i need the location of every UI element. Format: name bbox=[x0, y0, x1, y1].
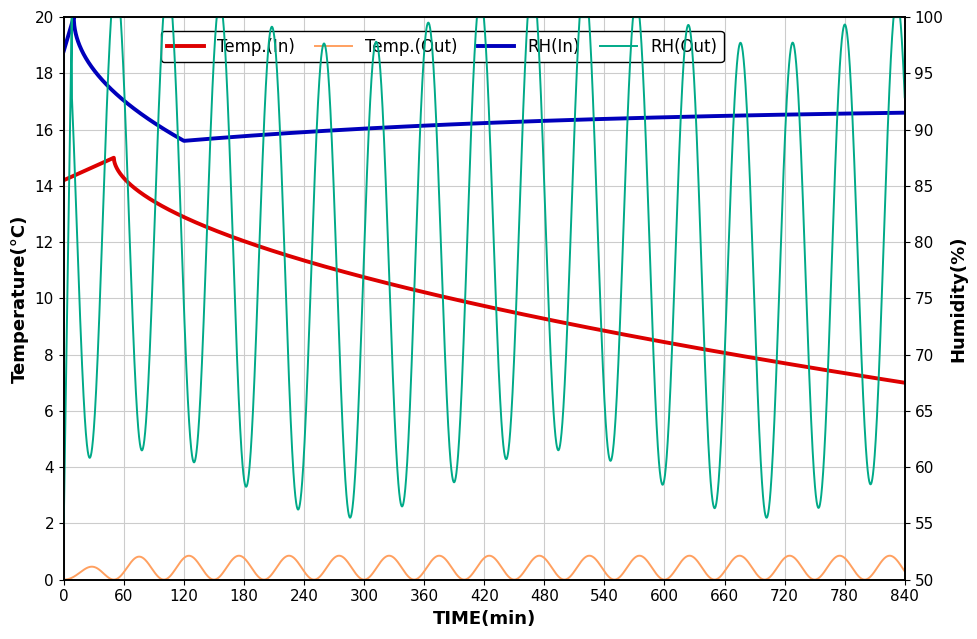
Temp.(Out) bbox=[411, 575, 423, 583]
Temp.(Out) bbox=[898, 567, 910, 575]
RH(Out) bbox=[668, 268, 680, 275]
Temp.(In) bbox=[411, 287, 423, 295]
Temp.(Out) bbox=[872, 561, 884, 569]
Line: Temp.(Out): Temp.(Out) bbox=[64, 556, 904, 580]
RH(In) bbox=[418, 122, 430, 130]
RH(In) bbox=[872, 109, 884, 117]
Y-axis label: Humidity(%): Humidity(%) bbox=[948, 235, 966, 362]
Temp.(In) bbox=[107, 154, 119, 162]
RH(In) bbox=[668, 113, 680, 121]
Temp.(In) bbox=[418, 288, 430, 296]
Legend: Temp.(In), Temp.(Out), RH(In), RH(Out): Temp.(In), Temp.(Out), RH(In), RH(Out) bbox=[160, 31, 723, 63]
RH(Out) bbox=[58, 520, 69, 527]
Line: RH(In): RH(In) bbox=[64, 17, 904, 141]
RH(Out) bbox=[106, 13, 117, 21]
RH(In) bbox=[67, 13, 79, 21]
RH(Out) bbox=[457, 339, 469, 347]
Temp.(In) bbox=[668, 340, 680, 348]
Temp.(In) bbox=[872, 375, 884, 383]
RH(Out) bbox=[418, 50, 430, 58]
Temp.(Out) bbox=[457, 576, 469, 583]
RH(In) bbox=[830, 110, 842, 118]
RH(Out) bbox=[830, 113, 842, 121]
Temp.(Out) bbox=[830, 553, 842, 560]
Temp.(In) bbox=[457, 298, 469, 305]
Temp.(Out) bbox=[668, 567, 680, 574]
RH(In) bbox=[898, 109, 910, 116]
RH(Out) bbox=[898, 93, 910, 101]
Temp.(Out) bbox=[58, 576, 69, 583]
Temp.(Out) bbox=[282, 552, 294, 560]
Line: Temp.(In): Temp.(In) bbox=[64, 158, 904, 383]
Temp.(In) bbox=[898, 379, 910, 387]
Line: RH(Out): RH(Out) bbox=[64, 17, 904, 523]
RH(In) bbox=[178, 137, 190, 144]
RH(Out) bbox=[411, 201, 423, 208]
RH(In) bbox=[457, 120, 469, 128]
Temp.(Out) bbox=[418, 568, 430, 576]
RH(In) bbox=[58, 47, 69, 55]
RH(In) bbox=[411, 122, 423, 130]
Y-axis label: Temperature(°C): Temperature(°C) bbox=[11, 214, 29, 383]
Temp.(In) bbox=[58, 176, 69, 184]
X-axis label: TIME(min): TIME(min) bbox=[432, 610, 535, 628]
RH(Out) bbox=[872, 366, 884, 373]
Temp.(In) bbox=[830, 368, 842, 376]
